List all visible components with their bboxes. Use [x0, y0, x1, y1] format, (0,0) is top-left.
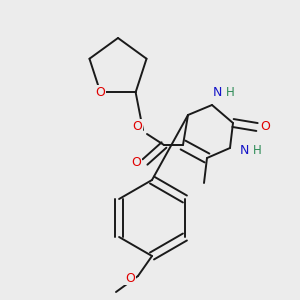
Text: O: O [125, 272, 135, 284]
Text: O: O [260, 121, 270, 134]
Text: O: O [131, 155, 141, 169]
Text: O: O [95, 86, 105, 99]
Text: N: N [239, 143, 249, 157]
Text: N: N [212, 86, 222, 100]
Text: O: O [132, 119, 142, 133]
Text: H: H [253, 143, 262, 157]
Text: H: H [226, 86, 235, 100]
